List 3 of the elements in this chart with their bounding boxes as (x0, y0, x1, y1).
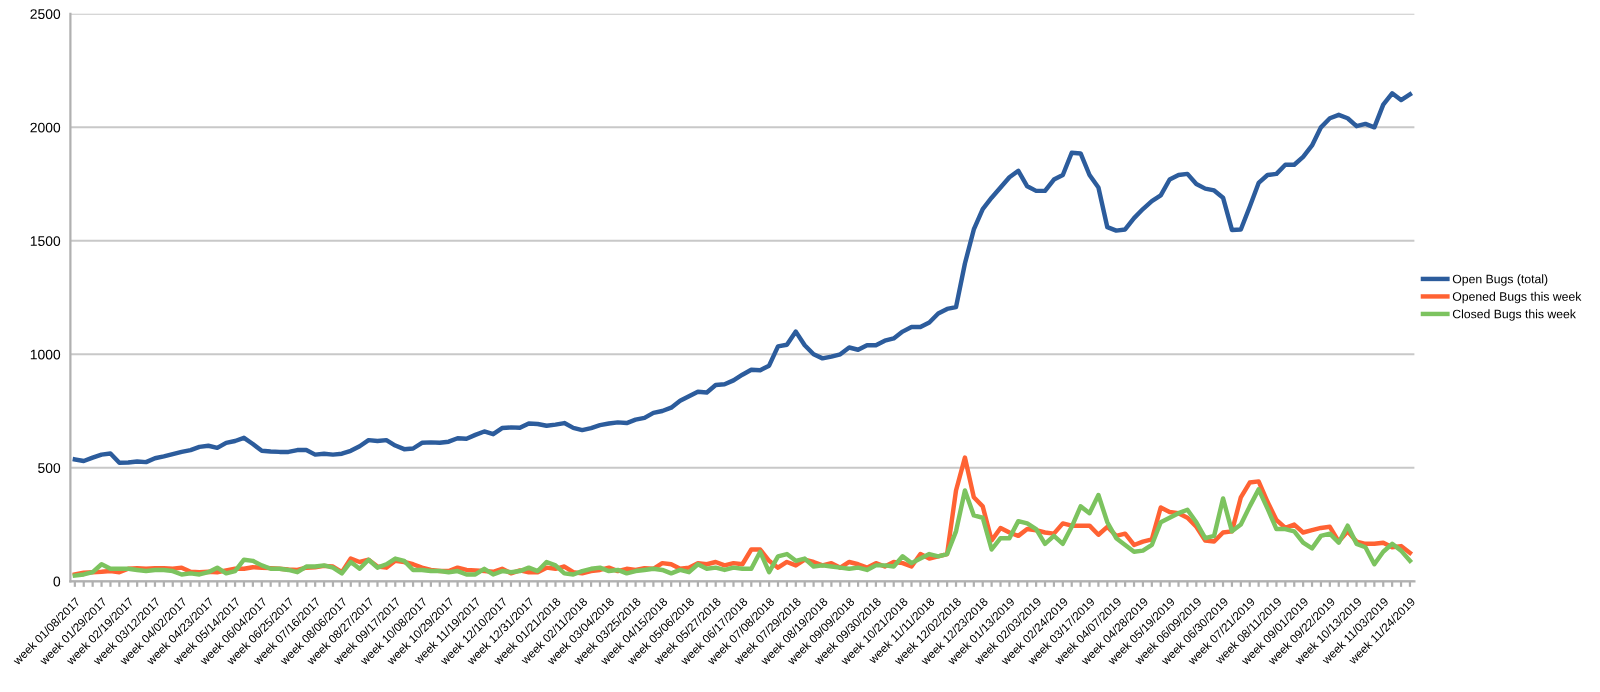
line-series (72, 91, 1413, 466)
line-series (72, 455, 1413, 577)
line-series (72, 487, 1413, 578)
